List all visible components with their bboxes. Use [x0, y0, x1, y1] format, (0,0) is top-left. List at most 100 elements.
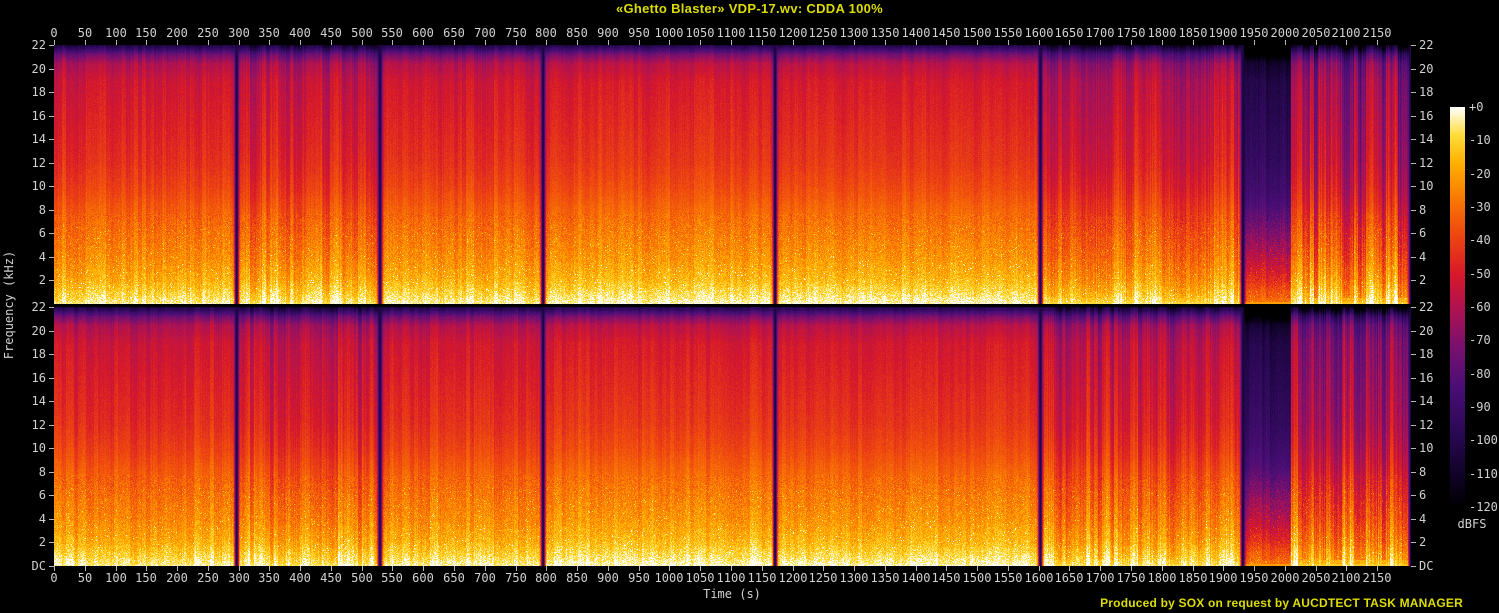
time-tick-label: 2050 — [1301, 571, 1331, 585]
freq-tick-label: 22 — [31, 38, 46, 52]
time-tick-mark — [208, 40, 209, 45]
freq-tick-label: 6 — [1419, 226, 1427, 240]
time-tick-mark — [1162, 566, 1163, 571]
time-tick-mark — [54, 566, 55, 571]
time-tick-mark — [823, 40, 824, 45]
time-tick-mark — [916, 566, 917, 571]
time-tick-label: 1050 — [685, 26, 715, 40]
time-tick-label: 1800 — [1147, 26, 1177, 40]
time-tick-label: 1300 — [839, 571, 869, 585]
time-tick-label: 1900 — [1208, 26, 1238, 40]
time-tick-label: 1850 — [1178, 571, 1208, 585]
time-tick-label: 300 — [228, 26, 250, 40]
time-tick-mark — [300, 566, 301, 571]
freq-tick-mark — [1411, 448, 1416, 449]
time-tick-label: 750 — [505, 571, 527, 585]
freq-tick-mark — [1411, 116, 1416, 117]
time-tick-label: 1200 — [778, 571, 808, 585]
time-tick-label: 1050 — [685, 571, 715, 585]
freq-tick-label: 12 — [31, 156, 46, 170]
time-tick-label: 1000 — [654, 571, 684, 585]
time-tick-mark — [208, 566, 209, 571]
colorbar-canvas — [1450, 107, 1465, 508]
time-tick-mark — [854, 40, 855, 45]
freq-tick-mark — [1411, 69, 1416, 70]
time-tick-mark — [1254, 566, 1255, 571]
time-tick-label: 1450 — [931, 26, 961, 40]
time-tick-mark — [116, 40, 117, 45]
time-tick-mark — [269, 566, 270, 571]
time-tick-label: 1150 — [747, 26, 777, 40]
time-tick-label: 1400 — [901, 571, 931, 585]
time-tick-label: 1350 — [870, 26, 900, 40]
time-tick-mark — [639, 566, 640, 571]
freq-tick-mark — [1411, 186, 1416, 187]
time-tick-mark — [1193, 40, 1194, 45]
time-tick-mark — [239, 40, 240, 45]
freq-tick-mark — [1411, 163, 1416, 164]
time-tick-mark — [146, 566, 147, 571]
freq-tick-mark — [49, 116, 54, 117]
time-tick-label: 700 — [474, 26, 496, 40]
freq-tick-mark — [1411, 519, 1416, 520]
time-tick-label: 1750 — [1116, 26, 1146, 40]
freq-tick-label: 8 — [1419, 203, 1427, 217]
time-tick-mark — [1131, 566, 1132, 571]
freq-tick-label: 18 — [1419, 85, 1434, 99]
time-tick-label: 1000 — [654, 26, 684, 40]
freq-tick-label: 22 — [1419, 38, 1434, 52]
freq-tick-mark — [49, 69, 54, 70]
time-tick-label: 1650 — [1054, 26, 1084, 40]
time-tick-label: 2100 — [1331, 571, 1361, 585]
time-tick-label: 50 — [77, 26, 93, 40]
freq-tick-label: 10 — [31, 179, 46, 193]
time-tick-label: 2100 — [1331, 26, 1361, 40]
time-tick-label: 550 — [381, 571, 403, 585]
freq-tick-mark — [49, 233, 54, 234]
freq-tick-label: DC — [1419, 559, 1434, 573]
time-tick-label: 650 — [443, 26, 465, 40]
time-tick-label: 650 — [443, 571, 465, 585]
time-tick-label: 400 — [289, 571, 311, 585]
time-tick-mark — [700, 40, 701, 45]
freq-tick-mark — [1411, 378, 1416, 379]
time-tick-label: 150 — [135, 571, 157, 585]
time-tick-mark — [423, 566, 424, 571]
time-tick-label: 1950 — [1239, 26, 1269, 40]
freq-tick-mark — [49, 519, 54, 520]
time-tick-label: 1150 — [747, 571, 777, 585]
time-tick-mark — [1254, 40, 1255, 45]
freq-tick-mark — [1411, 354, 1416, 355]
time-tick-label: 700 — [474, 571, 496, 585]
time-tick-label: 1200 — [778, 26, 808, 40]
freq-tick-mark — [49, 163, 54, 164]
credit-text: Produced by SOX on request by AUCDTECT T… — [1100, 596, 1463, 610]
time-tick-mark — [977, 40, 978, 45]
x-axis-title: Time (s) — [703, 587, 761, 601]
time-tick-mark — [1069, 40, 1070, 45]
freq-tick-label: 20 — [31, 62, 46, 76]
freq-tick-mark — [49, 257, 54, 258]
time-tick-mark — [454, 40, 455, 45]
time-tick-mark — [1162, 40, 1163, 45]
freq-tick-label: 2 — [1419, 273, 1427, 287]
time-tick-mark — [577, 566, 578, 571]
time-tick-label: 2000 — [1270, 26, 1300, 40]
time-tick-mark — [392, 40, 393, 45]
freq-tick-mark — [1411, 331, 1416, 332]
freq-tick-mark — [49, 186, 54, 187]
time-tick-mark — [1377, 40, 1378, 45]
freq-tick-label: 20 — [1419, 62, 1434, 76]
time-tick-mark — [1039, 40, 1040, 45]
time-tick-mark — [669, 40, 670, 45]
freq-tick-label: 4 — [38, 250, 46, 264]
time-tick-label: 1400 — [901, 26, 931, 40]
time-tick-mark — [669, 566, 670, 571]
time-tick-mark — [577, 40, 578, 45]
time-tick-label: 1700 — [1085, 571, 1115, 585]
time-tick-label: 1100 — [716, 26, 746, 40]
time-tick-mark — [1285, 566, 1286, 571]
time-tick-mark — [854, 566, 855, 571]
freq-tick-label: 16 — [31, 109, 46, 123]
freq-tick-mark — [49, 139, 54, 140]
